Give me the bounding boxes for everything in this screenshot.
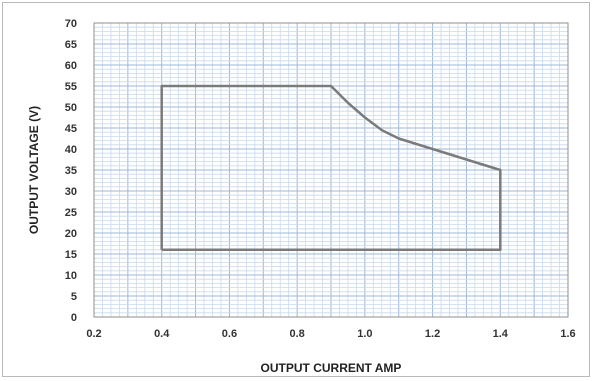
y-tick-label: 55	[65, 81, 77, 93]
y-tick-label: 35	[65, 165, 77, 177]
y-tick-label: 45	[65, 123, 77, 135]
y-tick-label: 15	[65, 249, 77, 261]
x-tick-label: 0.6	[222, 328, 237, 340]
x-tick-label: 1.4	[493, 328, 509, 340]
y-axis-label: OUTPUT VOLTAGE (V)	[27, 106, 41, 234]
x-tick-label: 1.6	[560, 328, 575, 340]
y-tick-label: 50	[65, 102, 77, 114]
x-tick-label: 0.8	[289, 328, 304, 340]
y-tick-label: 5	[71, 291, 77, 303]
y-tick-label: 40	[65, 144, 77, 156]
grid	[93, 22, 569, 318]
y-tick-label: 70	[65, 18, 77, 30]
y-axis-ticks: 0 5 10 15 20 25 30 35 40 45 50 55 60 65 70	[65, 18, 77, 324]
y-tick-label: 20	[65, 228, 77, 240]
x-axis-ticks: 0.2 0.4 0.6 0.8 1.0 1.2 1.4 1.6	[86, 328, 575, 340]
plot-border	[93, 22, 569, 318]
x-axis-label: OUTPUT CURRENT AMP	[261, 361, 402, 375]
x-tick-label: 1.0	[357, 328, 372, 340]
x-tick-label: 1.2	[425, 328, 440, 340]
x-tick-label: 0.2	[86, 328, 101, 340]
y-tick-label: 60	[65, 60, 77, 72]
y-tick-label: 10	[65, 270, 77, 282]
series-layer	[160, 84, 502, 252]
y-tick-label: 30	[65, 186, 77, 198]
y-tick-label: 0	[71, 312, 77, 324]
y-tick-label: 25	[65, 207, 77, 219]
x-tick-label: 0.4	[154, 328, 170, 340]
series-line	[160, 84, 502, 252]
y-tick-label: 65	[65, 39, 77, 51]
